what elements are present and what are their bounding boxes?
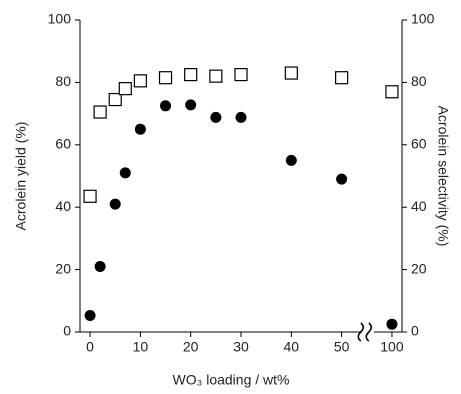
square-marker (108, 92, 122, 107)
x-tick-label: 30 (233, 339, 249, 355)
square-marker (158, 71, 173, 85)
circle-marker (119, 167, 131, 179)
x-tick-label: 50 (334, 339, 350, 355)
y2-tick-label: 20 (411, 260, 427, 276)
y2-tick-label: 40 (411, 198, 427, 214)
y-tick-label: 0 (63, 323, 71, 339)
y-tick-label: 100 (48, 11, 72, 27)
x-tick-label: 100 (380, 339, 404, 355)
x-tick-label: 40 (284, 339, 300, 355)
circle-marker (134, 123, 146, 135)
circle-marker (185, 99, 197, 111)
circle-marker (285, 154, 297, 166)
circle-marker (84, 309, 96, 321)
circle-marker (235, 111, 247, 123)
x-axis-label: WO₃ loading / wt% (173, 372, 290, 388)
square-marker (209, 69, 223, 83)
y2-tick-label: 60 (411, 136, 427, 152)
y-tick-label: 20 (55, 260, 71, 276)
y2-tick-label: 0 (411, 323, 419, 339)
square-marker (335, 71, 349, 85)
square-marker (133, 74, 147, 88)
y-tick-label: 80 (55, 73, 71, 89)
x-tick-label: 0 (86, 339, 94, 355)
y-tick-label: 60 (55, 136, 71, 152)
square-marker (118, 82, 132, 96)
circle-marker (210, 111, 222, 123)
y-tick-label: 40 (55, 198, 71, 214)
square-marker (83, 189, 97, 203)
circle-marker (94, 260, 106, 272)
square-marker (93, 105, 107, 119)
square-marker (184, 67, 198, 82)
y2-axis-label: Acrolein selectivity (%) (435, 106, 451, 247)
circle-marker (336, 173, 348, 185)
circle-marker (160, 100, 172, 112)
circle-marker (386, 318, 398, 330)
y2-tick-label: 100 (411, 11, 435, 27)
square-marker (284, 66, 298, 80)
square-marker (385, 85, 399, 99)
x-tick-label: 10 (133, 339, 149, 355)
x-tick-label: 20 (183, 339, 199, 355)
circle-marker (109, 198, 121, 210)
axis-break-mark (365, 322, 373, 342)
y2-tick-label: 80 (411, 73, 427, 89)
y-axis-label: Acrolein yield (%) (13, 122, 29, 231)
axis-break-mark (357, 322, 365, 342)
square-marker (234, 67, 248, 82)
